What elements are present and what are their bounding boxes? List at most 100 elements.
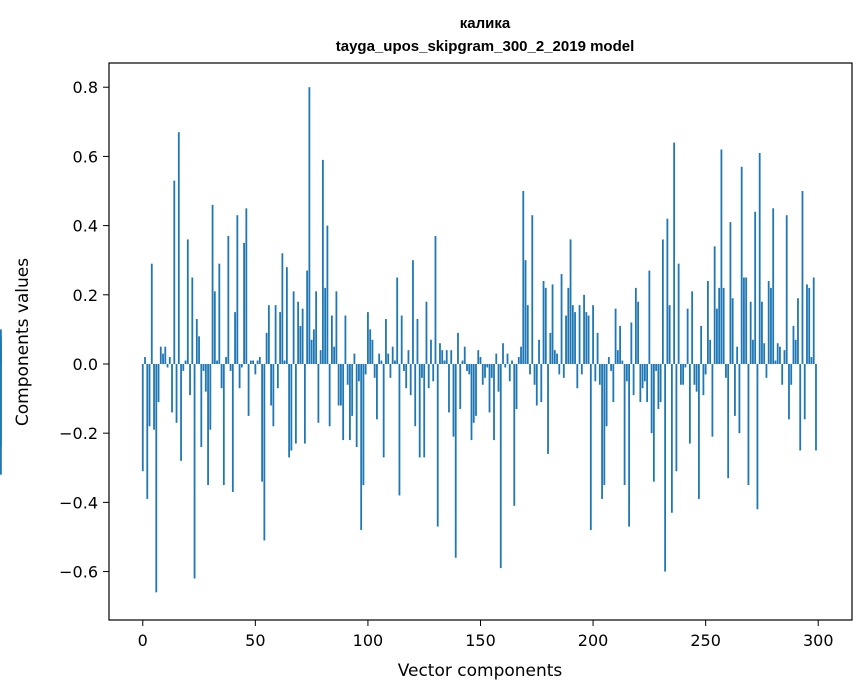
bar — [378, 353, 381, 364]
x-tick-label: 300 — [803, 631, 834, 650]
bar — [513, 363, 516, 506]
bar — [517, 357, 520, 364]
bar — [367, 312, 369, 364]
bar — [601, 363, 603, 499]
x-tick-label: 200 — [578, 631, 609, 650]
bar — [761, 301, 763, 364]
bar — [508, 363, 511, 382]
bar — [497, 363, 500, 392]
y-axis: −0.6 −0.4 −0.2 0.0 0.2 0.4 0.6 0.8 — [59, 78, 109, 582]
bar — [256, 360, 259, 364]
bar — [148, 363, 151, 427]
bar — [567, 287, 570, 364]
bar — [387, 353, 390, 364]
bar — [770, 287, 772, 364]
bar — [229, 363, 232, 371]
bar — [459, 363, 462, 409]
bar — [504, 363, 507, 368]
bar — [270, 363, 273, 406]
bar — [150, 263, 153, 364]
bar — [297, 301, 300, 364]
bar — [655, 363, 658, 371]
bar — [646, 363, 649, 403]
bar — [788, 363, 790, 420]
bar — [328, 363, 331, 427]
bar — [448, 363, 450, 413]
bar — [144, 357, 146, 364]
bar — [159, 346, 162, 364]
bar — [490, 363, 493, 378]
bar — [362, 363, 365, 486]
bar — [758, 152, 761, 364]
bar — [321, 159, 324, 364]
bar — [294, 363, 297, 444]
bar — [290, 363, 293, 451]
bar — [452, 363, 455, 437]
bar — [211, 204, 214, 364]
bar — [625, 363, 628, 382]
bar — [412, 260, 414, 364]
bar — [389, 363, 392, 378]
bar — [184, 360, 187, 364]
bar — [434, 235, 437, 364]
y-tick-label: 0.2 — [73, 286, 98, 305]
y-tick-label: 0.4 — [73, 217, 98, 236]
y-tick-label: −0.6 — [59, 563, 98, 582]
bar — [585, 312, 588, 364]
bar — [668, 305, 671, 364]
bar — [666, 218, 669, 364]
bar — [301, 308, 304, 364]
bar — [468, 363, 471, 375]
bar — [578, 305, 581, 364]
bar — [249, 360, 252, 364]
bar — [607, 357, 610, 364]
bar — [493, 363, 495, 441]
bar — [439, 343, 441, 364]
bar — [319, 350, 322, 364]
bar — [716, 308, 718, 364]
bar — [340, 363, 342, 406]
bar — [283, 360, 286, 364]
bar — [693, 363, 696, 385]
bar — [258, 357, 261, 364]
bar — [198, 336, 200, 364]
bar — [146, 363, 149, 499]
bar — [477, 350, 480, 364]
bar — [707, 280, 709, 364]
bar — [430, 339, 432, 364]
bar — [466, 363, 468, 371]
bar — [218, 263, 221, 364]
bar — [180, 363, 182, 461]
bar — [409, 363, 412, 396]
bar — [520, 346, 522, 364]
bar — [265, 332, 268, 364]
bar — [783, 350, 786, 364]
bar — [418, 363, 421, 458]
bar — [538, 339, 540, 364]
bar — [200, 363, 203, 448]
bar — [355, 363, 358, 448]
bar — [168, 357, 171, 364]
bar — [709, 339, 712, 364]
bar — [162, 353, 164, 364]
bar — [610, 363, 612, 371]
bar — [524, 260, 527, 364]
bar — [576, 363, 579, 389]
bar — [177, 132, 180, 364]
bar — [677, 263, 680, 364]
bar — [306, 270, 309, 364]
bar — [612, 363, 615, 403]
bar — [252, 360, 254, 364]
bar — [360, 363, 363, 531]
bar — [470, 363, 473, 441]
bar — [376, 363, 378, 420]
bar — [808, 287, 811, 364]
bar — [704, 363, 707, 375]
bar — [785, 215, 788, 364]
bar — [571, 305, 574, 364]
bar — [209, 363, 212, 430]
bar — [312, 329, 315, 364]
bar — [502, 343, 504, 364]
bar — [157, 363, 160, 403]
